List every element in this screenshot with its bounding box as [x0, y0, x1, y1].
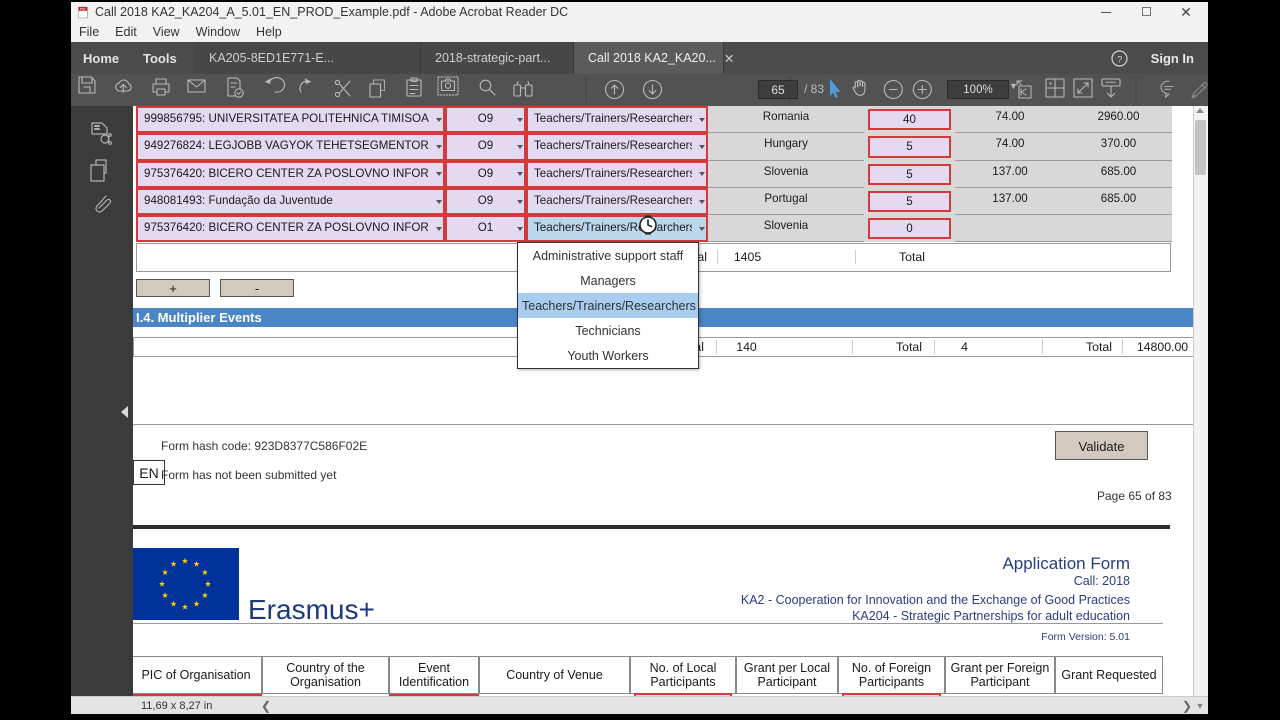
svg-text:PDF: PDF — [80, 7, 87, 11]
svg-text:?: ? — [1117, 54, 1122, 65]
